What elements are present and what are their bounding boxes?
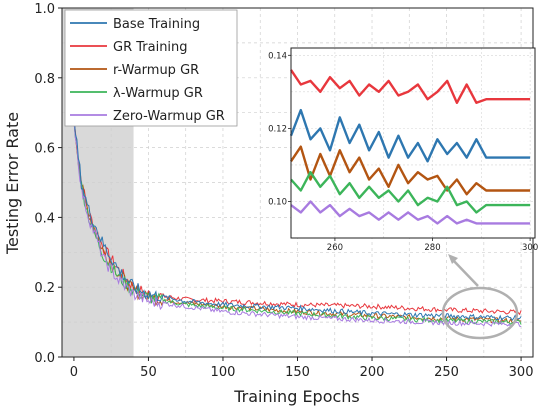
x-tick-label: 100 [211, 365, 236, 380]
series-line-zero-warmup-gr [73, 120, 522, 327]
y-tick-label: 1.0 [34, 2, 55, 17]
inset-x-tick-label: 260 [327, 243, 343, 253]
inset-y-ticks: 0.10 0.12 0.14 [268, 51, 291, 207]
legend-label-r-warmup-gr: r-Warmup GR [113, 63, 199, 78]
zoom-pointer-arrowhead [448, 254, 458, 264]
y-tick-label: 0.2 [34, 281, 55, 296]
y-tick-label: 0.4 [34, 211, 55, 226]
y-tick-label: 0.0 [34, 351, 55, 366]
series-line-lambda-warmup-gr [73, 117, 522, 326]
inset-series-lines [289, 69, 531, 225]
inset-x-tick-label: 280 [424, 243, 440, 253]
zoom-inset: 260 280 300 0.10 0.12 0.14 [268, 47, 538, 253]
inset-series-line-base-training [289, 108, 531, 163]
x-tick-label: 250 [434, 365, 459, 380]
series-line-base-training [73, 113, 522, 322]
inset-series-line-r-warmup-gr [290, 145, 531, 196]
inset-series-line-zero-warmup-gr [290, 200, 531, 225]
x-tick-label: 50 [140, 365, 157, 380]
legend: Base Training GR Training r-Warmup GR λ-War… [64, 9, 238, 127]
y-axis-label: Testing Error Rate [3, 112, 22, 255]
x-tick-label: 200 [360, 365, 385, 380]
inset-series-line-gr-training [290, 69, 531, 104]
inset-y-tick-label: 0.12 [268, 124, 287, 134]
legend-label-base-training: Base Training [113, 17, 200, 32]
inset-grid-lines [291, 48, 535, 238]
legend-box [64, 9, 238, 127]
inset-x-ticks: 260 280 300 [327, 238, 538, 253]
inset-frame [290, 47, 536, 239]
legend-label-zero-warmup-gr: Zero-Warmup GR [113, 109, 225, 124]
main-series-lines [73, 113, 522, 327]
inset-y-tick-label: 0.14 [268, 51, 287, 61]
y-axis-ticks: 0.0 0.2 0.4 0.6 0.8 1.0 [34, 2, 62, 366]
x-axis-label: Training Epochs [233, 387, 360, 406]
y-tick-label: 0.6 [34, 142, 55, 157]
series-line-gr-training [73, 119, 522, 316]
inset-x-tick-label: 300 [522, 243, 538, 253]
legend-label-lambda-warmup-gr: λ-Warmup GR [113, 86, 203, 101]
x-axis-ticks: 0 50 100 150 200 250 300 [70, 357, 534, 380]
y-tick-label: 0.8 [34, 72, 55, 87]
x-tick-label: 300 [509, 365, 534, 380]
zoom-highlight-ellipse [441, 286, 519, 340]
x-tick-label: 0 [70, 365, 78, 380]
legend-label-gr-training: GR Training [113, 40, 188, 55]
inset-y-tick-label: 0.10 [268, 197, 287, 207]
x-tick-label: 150 [285, 365, 310, 380]
inset-series-line-lambda-warmup-gr [290, 171, 531, 214]
zoom-pointer-arrow-line [451, 258, 479, 287]
